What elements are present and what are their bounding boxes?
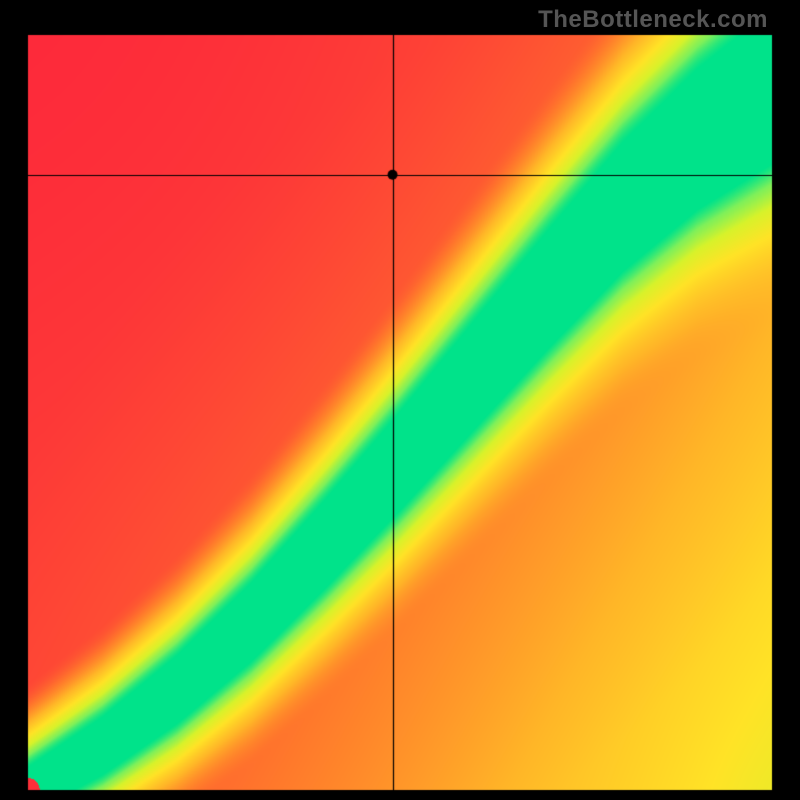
bottleneck-heatmap: [0, 0, 800, 800]
chart-container: TheBottleneck.com: [0, 0, 800, 800]
attribution-label: TheBottleneck.com: [538, 6, 768, 34]
